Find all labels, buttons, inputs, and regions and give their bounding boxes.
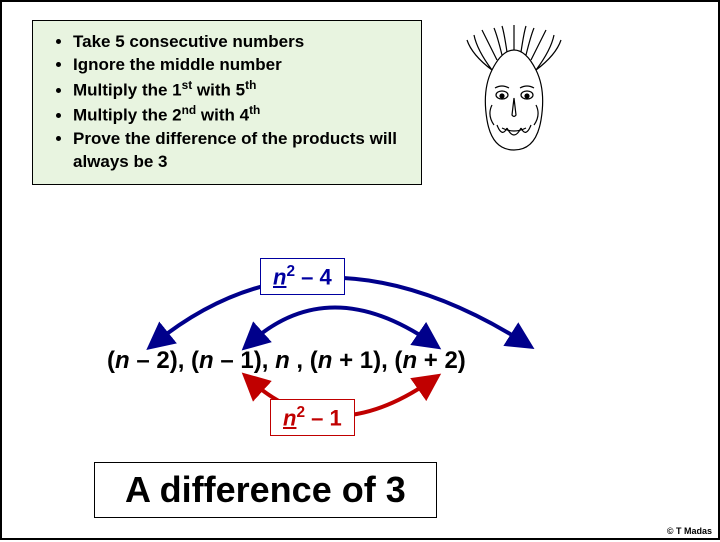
instructions-box: Take 5 consecutive numbers Ignore the mi… bbox=[32, 20, 422, 185]
bullet-item: Prove the difference of the products wil… bbox=[73, 128, 407, 174]
bullet-item: Take 5 consecutive numbers bbox=[73, 31, 407, 54]
bullet-item: Multiply the 1st with 5th bbox=[73, 77, 407, 103]
conclusion-box: A difference of 3 bbox=[94, 462, 437, 518]
einstein-portrait bbox=[452, 20, 577, 170]
sequence-terms: (n – 2), (n – 1), n , (n + 1), (n + 2) bbox=[107, 347, 466, 375]
bullet-item: Multiply the 2nd with 4th bbox=[73, 102, 407, 128]
formula-top: n2 – 4 bbox=[260, 258, 345, 295]
formula-bottom: n2 – 1 bbox=[270, 399, 355, 436]
copyright-credit: © T Madas bbox=[667, 526, 712, 536]
bullet-list: Take 5 consecutive numbers Ignore the mi… bbox=[47, 31, 407, 174]
bullet-item: Ignore the middle number bbox=[73, 54, 407, 77]
